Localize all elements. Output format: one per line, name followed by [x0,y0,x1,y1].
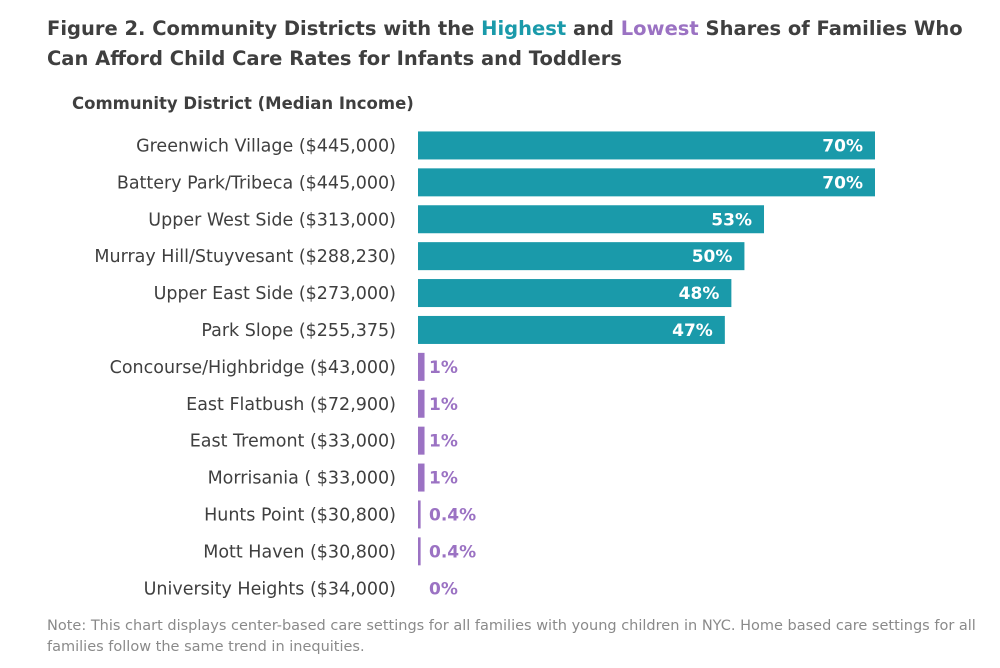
data-label: 70% [822,136,863,156]
bar [418,279,732,308]
category-label: Upper East Side ($273,000) [154,284,396,304]
bar [418,426,425,455]
chart-title: Figure 2. Community Districts with the H… [47,14,977,74]
data-label: 1% [429,432,458,452]
data-label: 53% [711,210,752,230]
data-label: 0.4% [429,542,476,562]
category-label: University Heights ($34,000) [144,579,396,599]
bar [418,500,421,529]
title-lowest: Lowest [620,17,699,40]
category-label: Greenwich Village ($445,000) [136,136,396,156]
data-label: 70% [822,173,863,193]
bar [418,315,725,344]
title-middle: and [566,17,621,40]
data-label: 48% [679,284,720,304]
category-label: Hunts Point ($30,800) [204,505,396,525]
bar [418,389,425,418]
data-label: 1% [429,395,458,415]
category-label: Battery Park/Tribeca ($445,000) [117,173,396,193]
bar [418,205,765,234]
bar [418,242,745,271]
title-prefix: Figure 2. Community Districts with the [47,17,482,40]
data-label: 1% [429,469,458,489]
category-label: Mott Haven ($30,800) [203,542,396,562]
category-label: Concourse/Highbridge ($43,000) [110,358,396,378]
title-highest: Highest [481,17,567,40]
data-label: 0% [429,579,458,599]
category-label: Park Slope ($255,375) [201,321,396,341]
category-label: Morrisania ( $33,000) [208,469,396,489]
chart-note: Note: This chart displays center-based c… [47,618,976,655]
data-label: 50% [692,247,733,267]
title-suffix: Shares of Families Who Can Afford Child … [47,17,963,70]
category-label: Murray Hill/Stuyvesant ($288,230) [94,247,396,267]
category-label: East Tremont ($33,000) [190,432,396,452]
category-label: East Flatbush ($72,900) [186,395,396,415]
bar [418,168,875,197]
bar [418,463,425,492]
data-label: 1% [429,358,458,378]
category-label: Upper West Side ($313,000) [148,210,396,230]
bar [418,537,421,566]
data-label: 0.4% [429,505,476,525]
bar [418,352,425,381]
y-axis-title: Community District (Median Income) [72,94,414,113]
data-label: 47% [672,321,713,341]
bar [418,131,875,160]
